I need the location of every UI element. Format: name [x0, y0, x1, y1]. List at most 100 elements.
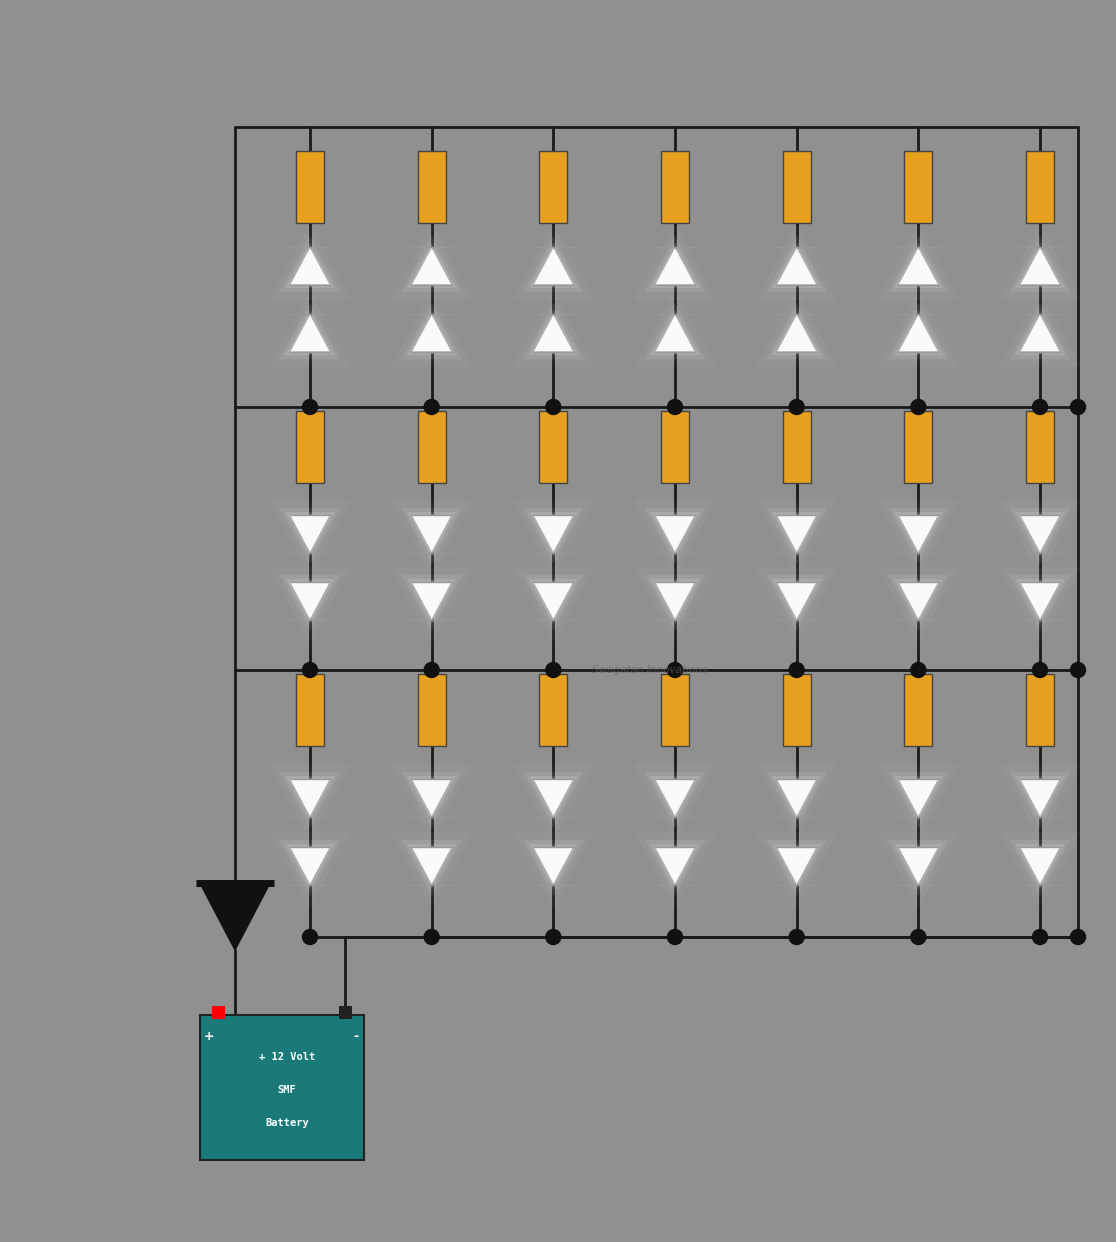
Polygon shape: [1010, 303, 1070, 359]
Bar: [212, 1006, 224, 1018]
Polygon shape: [523, 575, 584, 631]
Polygon shape: [529, 242, 578, 288]
Circle shape: [424, 662, 440, 677]
Polygon shape: [412, 582, 452, 620]
Circle shape: [302, 929, 317, 944]
Polygon shape: [651, 242, 700, 288]
Circle shape: [789, 400, 805, 415]
Polygon shape: [290, 582, 330, 620]
FancyBboxPatch shape: [200, 1015, 365, 1160]
Text: +: +: [203, 1030, 214, 1043]
Circle shape: [1032, 400, 1048, 415]
Circle shape: [1032, 662, 1048, 677]
Polygon shape: [888, 236, 949, 292]
Polygon shape: [767, 508, 827, 564]
Polygon shape: [407, 309, 456, 355]
FancyBboxPatch shape: [904, 152, 932, 224]
Polygon shape: [651, 309, 700, 355]
Polygon shape: [523, 508, 584, 564]
Polygon shape: [651, 512, 700, 558]
Polygon shape: [402, 771, 462, 828]
Polygon shape: [1016, 776, 1065, 821]
Bar: [338, 1006, 352, 1018]
Polygon shape: [1010, 771, 1070, 828]
Polygon shape: [1016, 242, 1065, 288]
Polygon shape: [402, 236, 462, 292]
Polygon shape: [772, 845, 821, 889]
FancyBboxPatch shape: [417, 674, 445, 746]
Polygon shape: [1016, 845, 1065, 889]
FancyBboxPatch shape: [782, 674, 810, 746]
Text: Swagatan Innovations: Swagatan Innovations: [593, 664, 708, 674]
Polygon shape: [290, 779, 330, 817]
Polygon shape: [645, 575, 705, 631]
Polygon shape: [523, 840, 584, 897]
Polygon shape: [1010, 508, 1070, 564]
Polygon shape: [645, 236, 705, 292]
Polygon shape: [280, 303, 340, 359]
Polygon shape: [529, 579, 578, 625]
Polygon shape: [407, 242, 456, 288]
Polygon shape: [286, 309, 335, 355]
Polygon shape: [407, 579, 456, 625]
Polygon shape: [523, 303, 584, 359]
FancyBboxPatch shape: [417, 411, 445, 483]
Polygon shape: [402, 508, 462, 564]
Polygon shape: [1020, 582, 1060, 620]
Polygon shape: [898, 515, 939, 553]
Polygon shape: [533, 582, 574, 620]
Polygon shape: [645, 508, 705, 564]
FancyBboxPatch shape: [296, 411, 324, 483]
Polygon shape: [412, 515, 452, 553]
Polygon shape: [412, 847, 452, 886]
Polygon shape: [280, 236, 340, 292]
Polygon shape: [529, 776, 578, 821]
Polygon shape: [651, 845, 700, 889]
Text: Battery: Battery: [266, 1118, 309, 1128]
Polygon shape: [523, 771, 584, 828]
Polygon shape: [290, 314, 330, 351]
Polygon shape: [645, 840, 705, 897]
Polygon shape: [1010, 840, 1070, 897]
Polygon shape: [402, 840, 462, 897]
Circle shape: [1070, 929, 1086, 944]
Polygon shape: [772, 776, 821, 821]
Polygon shape: [533, 779, 574, 817]
Polygon shape: [529, 309, 578, 355]
Polygon shape: [655, 247, 695, 284]
Polygon shape: [767, 236, 827, 292]
Circle shape: [789, 929, 805, 944]
FancyBboxPatch shape: [1026, 674, 1054, 746]
Polygon shape: [533, 847, 574, 886]
Polygon shape: [290, 247, 330, 284]
Polygon shape: [286, 776, 335, 821]
Polygon shape: [202, 887, 268, 950]
FancyBboxPatch shape: [782, 152, 810, 224]
Polygon shape: [1010, 236, 1070, 292]
FancyBboxPatch shape: [904, 411, 932, 483]
Polygon shape: [280, 575, 340, 631]
FancyBboxPatch shape: [417, 152, 445, 224]
Polygon shape: [1020, 515, 1060, 553]
Polygon shape: [888, 840, 949, 897]
Circle shape: [911, 400, 926, 415]
Circle shape: [302, 400, 317, 415]
Polygon shape: [767, 771, 827, 828]
Circle shape: [911, 662, 926, 677]
Polygon shape: [407, 845, 456, 889]
Polygon shape: [894, 845, 943, 889]
Polygon shape: [651, 579, 700, 625]
Polygon shape: [1020, 314, 1060, 351]
Circle shape: [1032, 929, 1048, 944]
Polygon shape: [290, 847, 330, 886]
Polygon shape: [533, 247, 574, 284]
Polygon shape: [407, 776, 456, 821]
Polygon shape: [1016, 512, 1065, 558]
Polygon shape: [407, 512, 456, 558]
Polygon shape: [286, 579, 335, 625]
Polygon shape: [286, 242, 335, 288]
Polygon shape: [767, 303, 827, 359]
Polygon shape: [888, 303, 949, 359]
Polygon shape: [894, 579, 943, 625]
FancyBboxPatch shape: [539, 411, 567, 483]
